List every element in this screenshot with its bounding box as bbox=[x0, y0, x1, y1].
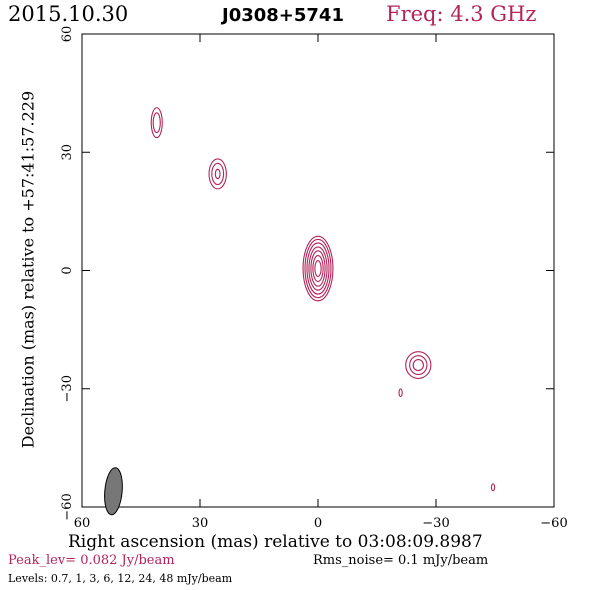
beam-ellipse bbox=[104, 467, 123, 516]
rms-noise: Rms_noise= 0.1 mJy/beam bbox=[313, 553, 489, 568]
frequency-label: Freq: 4.3 GHz bbox=[386, 2, 537, 26]
contour-line bbox=[405, 351, 432, 380]
y-axis-label: Declination (mas) relative to +57:41:57.… bbox=[18, 90, 38, 449]
x-axis-label: Right ascension (mas) relative to 03:08:… bbox=[68, 532, 483, 552]
contour-line bbox=[314, 260, 322, 277]
contour-levels: Levels: 0.7, 1, 3, 6, 12, 24, 48 mJy/bea… bbox=[8, 572, 233, 585]
y-tick-label: 60 bbox=[60, 26, 75, 43]
contour-line bbox=[214, 168, 221, 180]
x-tick-label: −60 bbox=[540, 516, 567, 531]
contour-line bbox=[211, 162, 225, 186]
contour-line bbox=[308, 246, 328, 291]
plot-frame bbox=[81, 33, 555, 508]
contour-line bbox=[312, 254, 324, 283]
y-tick-label: −60 bbox=[60, 493, 75, 520]
observation-date: 2015.10.30 bbox=[8, 2, 129, 26]
contour-line bbox=[306, 242, 330, 295]
y-tick-label: 30 bbox=[60, 144, 75, 161]
y-tick-label: 0 bbox=[60, 266, 75, 274]
contour-line bbox=[398, 388, 403, 398]
contour-line bbox=[208, 158, 227, 190]
contour-line bbox=[310, 250, 326, 287]
x-tick-label: 0 bbox=[314, 516, 322, 531]
peak-level: Peak_lev= 0.082 Jy/beam bbox=[8, 553, 175, 568]
source-name: J0308+5741 bbox=[222, 5, 344, 26]
y-tick-label: −30 bbox=[60, 375, 75, 402]
contour-line bbox=[412, 359, 424, 372]
contour-line bbox=[304, 238, 332, 299]
x-tick-label: 30 bbox=[192, 516, 209, 531]
contour-line bbox=[150, 107, 163, 139]
contour-line bbox=[409, 355, 428, 376]
contour-line bbox=[152, 112, 161, 134]
x-tick-label: 60 bbox=[74, 516, 91, 531]
x-tick-label: −30 bbox=[422, 516, 449, 531]
contour-line bbox=[490, 483, 496, 492]
contour-line bbox=[302, 235, 334, 302]
